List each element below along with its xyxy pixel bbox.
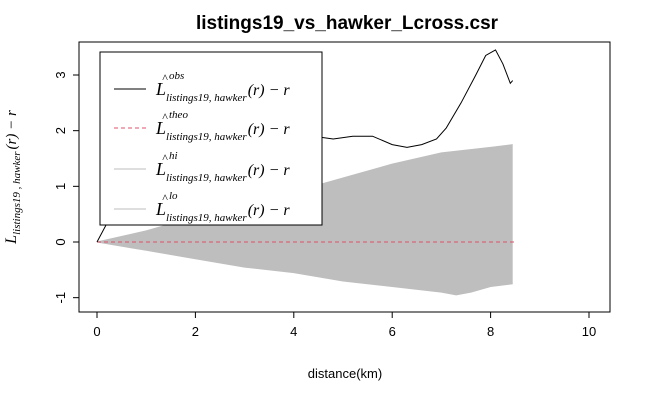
y-tick-label: 2 bbox=[53, 127, 68, 134]
legend-entry-lo: Llistings19, hawker(r) − r^ lo bbox=[114, 190, 290, 224]
legend-subscript: listings19, hawker bbox=[166, 212, 247, 224]
legend-suffix: (r) − r bbox=[248, 121, 291, 138]
y-tick-label: 3 bbox=[53, 71, 68, 78]
y-axis-label-main: L bbox=[3, 235, 20, 245]
legend-label-hi: Llistings19, hawker(r) − r bbox=[155, 159, 290, 184]
legend-symbol: L bbox=[155, 79, 166, 99]
legend-superscript: obs bbox=[169, 70, 184, 82]
y-axis-label-suffix: (r) − r bbox=[4, 110, 20, 149]
legend-hat: ^ bbox=[162, 151, 168, 165]
legend-label-lo: Llistings19, hawker(r) − r bbox=[155, 199, 290, 224]
y-tick-label: 0 bbox=[53, 238, 68, 245]
series-lo-line bbox=[96, 241, 513, 296]
legend-subscript: listings19, hawker bbox=[166, 131, 247, 143]
legend-suffix: (r) − r bbox=[248, 82, 291, 99]
legend-superscript: lo bbox=[169, 190, 178, 202]
legend-hat: ^ bbox=[162, 191, 168, 205]
legend-subscript: listings19, hawker bbox=[166, 172, 247, 184]
legend-subscript: listings19, hawker bbox=[166, 92, 247, 104]
legend-suffix: (r) − r bbox=[248, 202, 291, 219]
legend-suffix: (r) − r bbox=[248, 162, 291, 179]
legend-hat: ^ bbox=[162, 71, 168, 85]
x-tick-label: 4 bbox=[290, 324, 297, 339]
legend-symbol: L bbox=[155, 159, 166, 179]
y-axis: -1 0 1 2 3 bbox=[53, 71, 80, 304]
legend-superscript: theo bbox=[169, 109, 188, 121]
legend-symbol: L bbox=[155, 199, 166, 219]
x-tick-label: 2 bbox=[192, 324, 199, 339]
legend: Llistings19, hawker(r) − r^ obsLlistings1… bbox=[99, 51, 323, 226]
x-tick-label: 0 bbox=[93, 324, 100, 339]
x-tick-label: 6 bbox=[389, 324, 396, 339]
legend-entry-obs: Llistings19, hawker(r) − r^ obs bbox=[114, 70, 290, 104]
y-axis-label-subscript: listings19 , hawker bbox=[11, 151, 23, 235]
legend-superscript: hi bbox=[169, 150, 178, 162]
svg-text:Llistings19 , hawker(r) − r: Llistings19 , hawker (r) − r bbox=[3, 110, 23, 245]
legend-entry-theo: Llistings19, hawker(r) − r^ theo bbox=[114, 109, 290, 143]
y-axis-label: Llistings19 , hawker (r) − r bbox=[3, 110, 23, 245]
y-tick-label: 1 bbox=[53, 183, 68, 190]
legend-box bbox=[99, 51, 323, 226]
x-axis-label: distance(km) bbox=[308, 366, 382, 381]
legend-symbol: L bbox=[155, 118, 166, 138]
x-tick-label: 8 bbox=[487, 324, 494, 339]
legend-entry-hi: Llistings19, hawker(r) − r^ hi bbox=[114, 150, 290, 184]
x-tick-label: 10 bbox=[582, 324, 596, 339]
legend-hat: ^ bbox=[162, 110, 168, 124]
chart-title: listings19_vs_hawker_Lcross.csr bbox=[196, 13, 499, 34]
legend-label-theo: Llistings19, hawker(r) − r bbox=[155, 118, 290, 143]
legend-label-obs: Llistings19, hawker(r) − r bbox=[155, 79, 290, 104]
y-tick-label: -1 bbox=[53, 292, 68, 304]
x-axis: 0 2 4 6 8 10 bbox=[93, 311, 596, 339]
